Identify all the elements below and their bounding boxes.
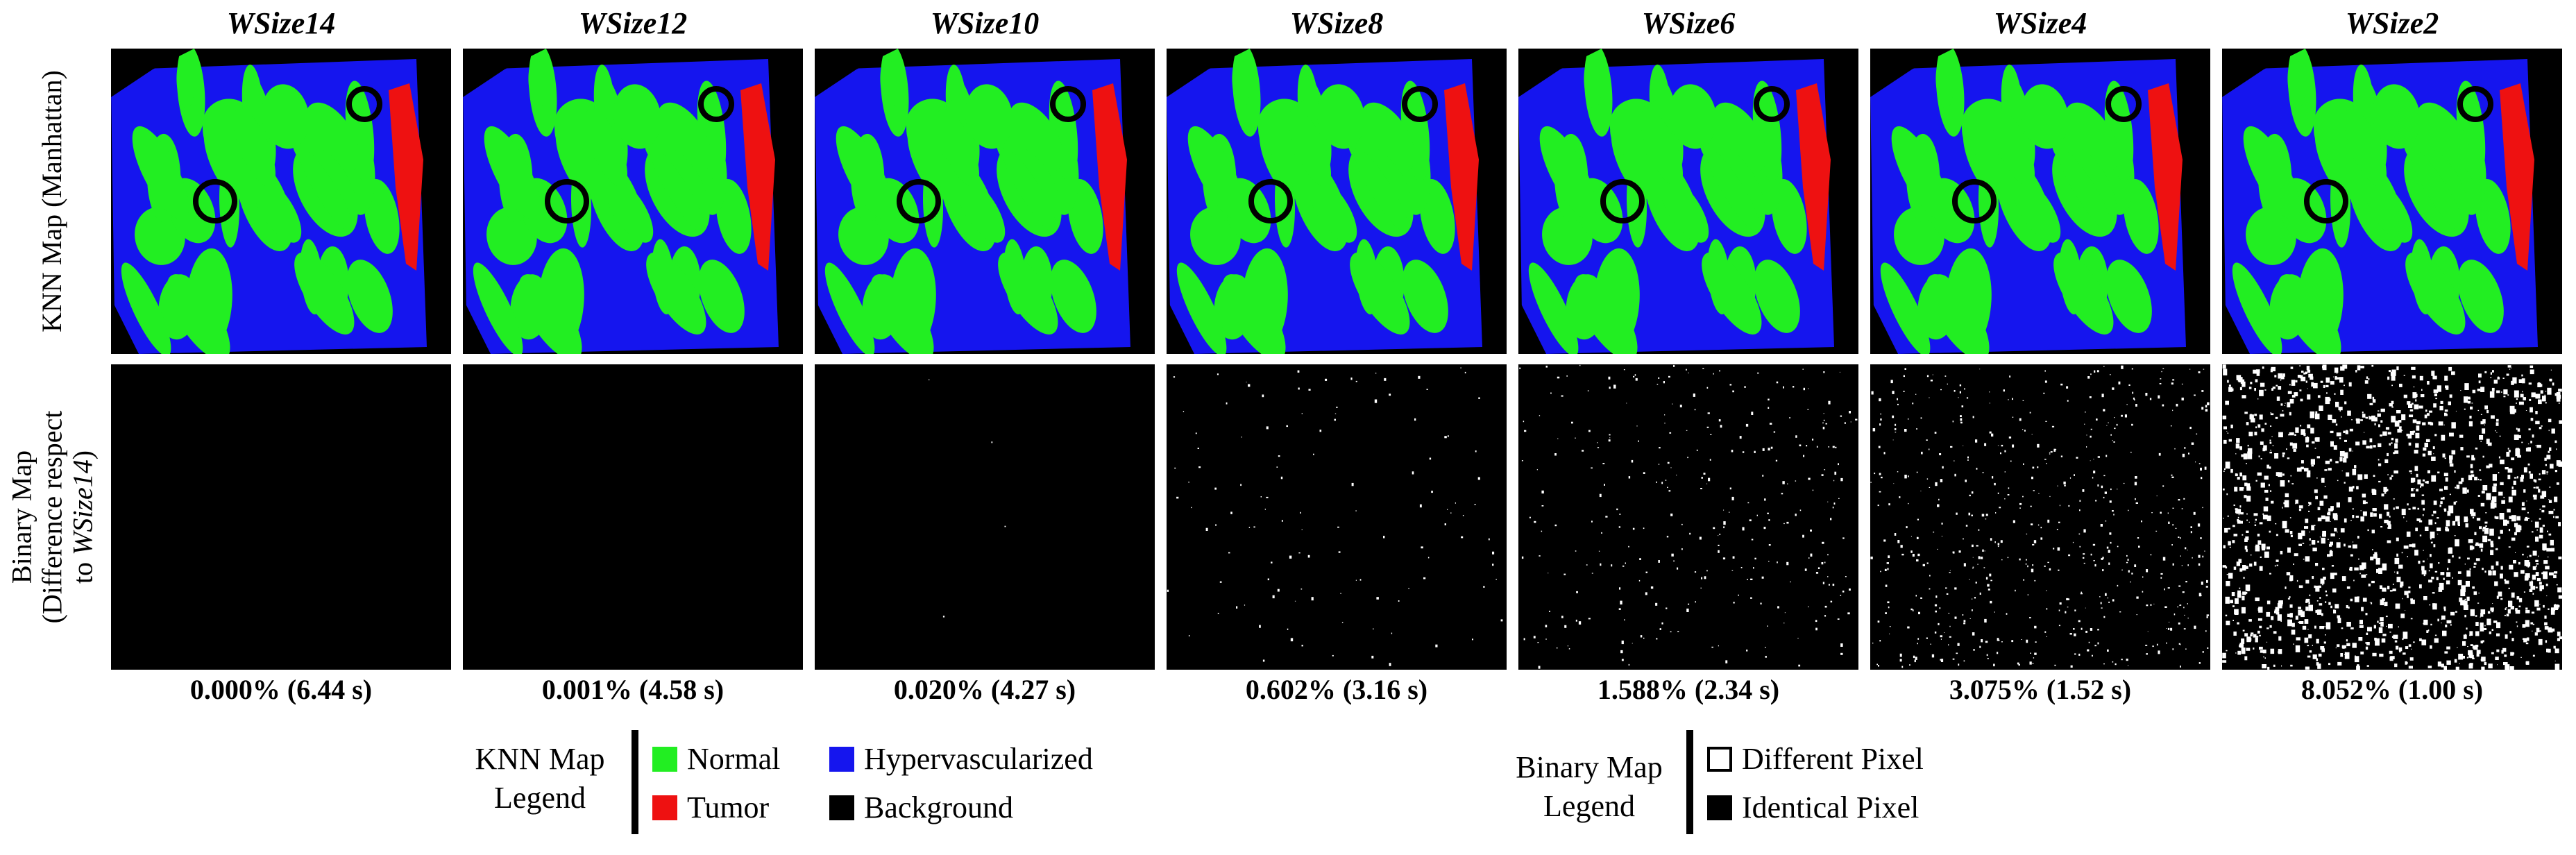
binary-map-wsize10 [815, 364, 1155, 670]
binary-legend-title: Binary Map Legend [1516, 750, 1663, 823]
row-label-binary-end: ) [67, 450, 98, 460]
column-title-wsize12: WSize12 [578, 6, 688, 40]
binary-map-wsize4 [1870, 364, 2210, 670]
row-label-binary: Binary Map (Difference respect to WSize1… [0, 364, 104, 670]
tumor-swatch [652, 795, 677, 820]
row-label-binary-line3: to [67, 561, 98, 584]
knn-legend-title: KNN Map Legend [475, 742, 605, 815]
binary-map-wsize12 [463, 364, 803, 670]
stat-wsize14: 0.000% (6.44 s) [189, 674, 373, 705]
row-label-knn: KNN Map (Manhattan) [0, 49, 104, 354]
column-title-wsize8: WSize8 [1289, 6, 1384, 40]
knn-map-wsize2 [2222, 49, 2562, 354]
row-label-binary-ref: WSize14 [67, 459, 98, 555]
stat-wsize10: 0.020% (4.27 s) [893, 674, 1076, 705]
row-label-binary-line2: (Difference respect [36, 410, 67, 624]
stat-wsize12: 0.001% (4.58 s) [541, 674, 724, 705]
row-label-knn-text: KNN Map (Manhattan) [36, 70, 67, 332]
knn-map-wsize14 [111, 49, 451, 354]
binary-map-wsize6 [1518, 364, 1858, 670]
legend-item-background: Background [829, 788, 1013, 827]
binary-map-wsize2 [2222, 364, 2562, 670]
stat-wsize2: 8.052% (1.00 s) [2300, 674, 2484, 705]
legend-item-hypervascularized: Hypervascularized [829, 740, 1093, 779]
column-title-wsize6: WSize6 [1641, 6, 1736, 40]
knn-map-wsize8 [1167, 49, 1507, 354]
binary-map-wsize14 [111, 364, 451, 670]
column-title-wsize14: WSize14 [226, 6, 336, 40]
binary-legend-divider [1686, 730, 1693, 834]
legend-item-identical-pixel: Identical Pixel [1707, 788, 1919, 827]
knn-map-wsize4 [1870, 49, 2210, 354]
normal-swatch [652, 747, 677, 772]
column-title-wsize10: WSize10 [930, 6, 1040, 40]
row-label-binary-line1: Binary Map [6, 450, 37, 584]
identical-pixel-swatch [1707, 795, 1732, 820]
legend-item-tumor: Tumor [652, 788, 769, 827]
knn-map-wsize12 [463, 49, 803, 354]
knn-map-wsize6 [1518, 49, 1858, 354]
hypervascularized-swatch [829, 747, 854, 772]
legend-item-normal: Normal [652, 740, 780, 779]
stat-wsize6: 1.588% (2.34 s) [1597, 674, 1780, 705]
knn-legend-divider [632, 730, 638, 834]
binary-map-wsize8 [1167, 364, 1507, 670]
stat-wsize8: 0.602% (3.16 s) [1245, 674, 1428, 705]
different-pixel-swatch [1707, 747, 1732, 772]
legend-item-different-pixel: Different Pixel [1707, 740, 1924, 779]
background-swatch [829, 795, 854, 820]
column-title-wsize4: WSize4 [1993, 6, 2087, 40]
knn-map-wsize10 [815, 49, 1155, 354]
stat-wsize4: 3.075% (1.52 s) [1949, 674, 2132, 705]
column-title-wsize2: WSize2 [2345, 6, 2439, 40]
